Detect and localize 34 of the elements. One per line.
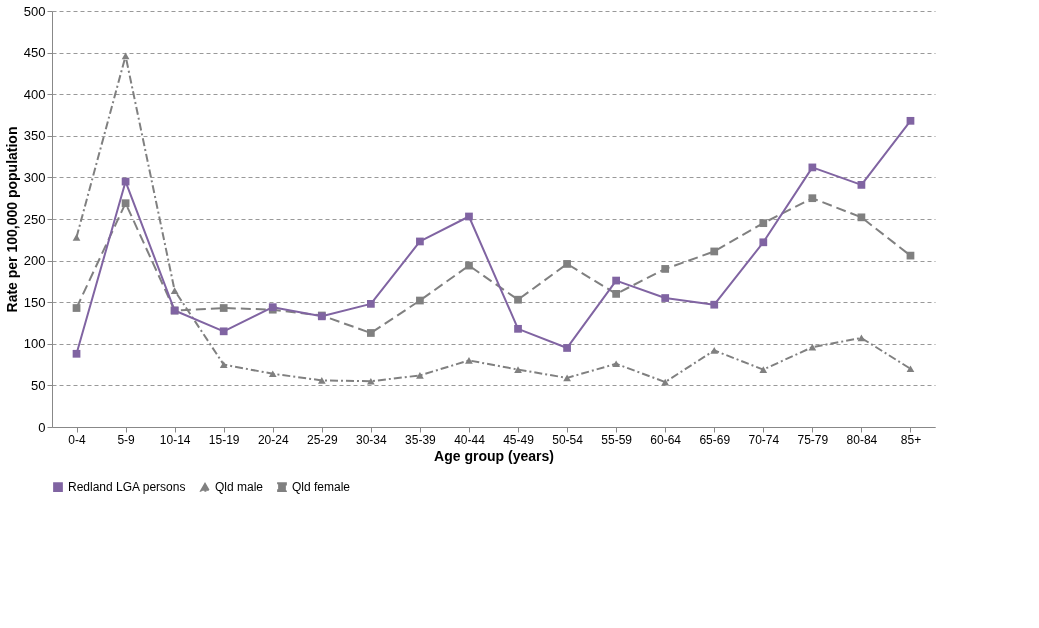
y-tick-label: 150 [23, 294, 46, 310]
x-tick-label: 30-34 [356, 432, 388, 447]
x-tick-label: 60-64 [650, 432, 682, 447]
x-tick-label: 80-84 [846, 432, 878, 447]
legend-label: Redland LGA persons [68, 480, 186, 495]
y-tick-label: 350 [23, 128, 46, 144]
y-tick-label: 100 [23, 336, 46, 352]
x-tick-label: 5-9 [117, 432, 136, 447]
x-tick-label: 40-44 [454, 432, 486, 447]
x-tick-label: 70-74 [748, 432, 780, 447]
y-tick-label: 50 [31, 377, 46, 393]
y-axis-title: Rate per 100,000 population [3, 126, 20, 313]
legend-label: Qld male [215, 480, 264, 495]
x-tick-label: 25-29 [306, 432, 338, 447]
x-tick-label: 45-49 [503, 432, 535, 447]
x-tick-label: 20-24 [257, 432, 289, 447]
x-axis-title: Age group (years) [434, 447, 554, 464]
x-tick-label: 10-14 [159, 432, 191, 447]
y-tick-label: 400 [23, 86, 46, 102]
x-tick-label: 50-54 [552, 432, 584, 447]
y-tick-label: 250 [23, 211, 46, 227]
x-tick-label: 35-39 [405, 432, 437, 447]
y-tick-label: 450 [23, 45, 46, 61]
y-tick-label: 0 [38, 419, 46, 435]
x-tick-label: 55-59 [601, 432, 633, 447]
x-tick-label: 75-79 [797, 432, 829, 447]
y-tick-label: 500 [23, 3, 46, 19]
x-tick-label: 15-19 [208, 432, 240, 447]
y-tick-label: 200 [23, 253, 46, 269]
legend-label: Qld female [292, 480, 351, 495]
x-tick-label: 85+ [900, 432, 922, 447]
y-tick-label: 300 [23, 169, 46, 185]
x-tick-label: 65-69 [699, 432, 731, 447]
x-tick-label: 0-4 [68, 432, 87, 447]
